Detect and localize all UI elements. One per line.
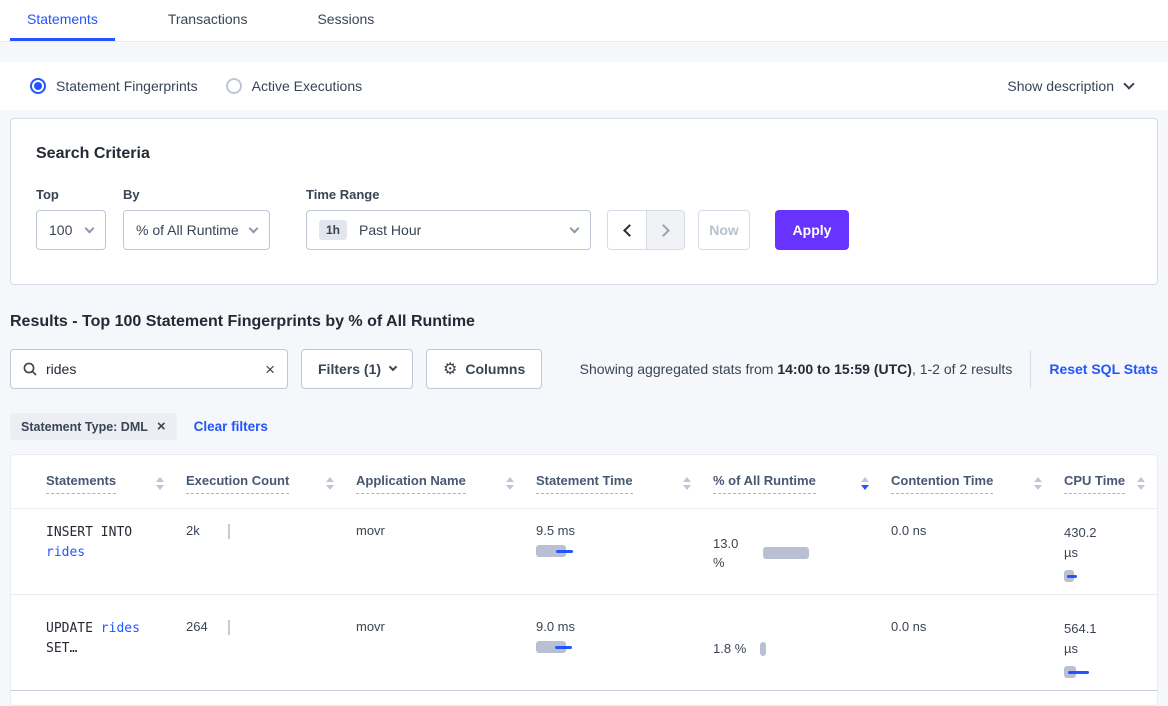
application-name-cell: movr	[356, 619, 385, 634]
show-description-toggle[interactable]: Show description	[1007, 78, 1135, 94]
apply-button[interactable]: Apply	[775, 210, 849, 250]
cpu-bar	[1064, 570, 1135, 582]
statement-cell: UPDATE rides SET…	[46, 621, 140, 656]
latency-bar	[536, 545, 691, 557]
pct-runtime-cell: 13.0 %	[713, 509, 891, 594]
sql-activity-page: Statements Transactions Sessions Stateme…	[0, 0, 1168, 684]
table-header-row: Statements Execution Count Application N…	[11, 455, 1157, 509]
column-header-application-name[interactable]: Application Name	[356, 455, 536, 508]
time-window-arrows	[607, 210, 685, 250]
filters-button-label: Filters (1)	[318, 361, 382, 377]
statement-cell: INSERT INTO rides	[46, 525, 133, 560]
chevron-right-icon	[657, 223, 670, 237]
statement-link[interactable]: rides	[100, 621, 140, 636]
columns-button-label: Columns	[465, 361, 526, 377]
tab-statements[interactable]: Statements	[10, 0, 115, 41]
search-icon	[23, 362, 37, 376]
search-criteria-card: Search Criteria Top 100 By % of All Runt…	[10, 118, 1158, 285]
chevron-down-icon	[84, 223, 95, 233]
search-criteria-title: Search Criteria	[36, 145, 150, 162]
tab-sessions[interactable]: Sessions	[317, 11, 375, 27]
column-header-contention-time[interactable]: Contention Time	[891, 455, 1064, 508]
radio-unselected-icon	[225, 78, 242, 94]
by-label: By	[123, 187, 140, 202]
sort-icon	[506, 477, 514, 490]
sort-icon	[683, 477, 691, 490]
execution-count-cell: 264	[186, 595, 356, 690]
radio-active-executions[interactable]: Active Executions	[225, 78, 363, 94]
clear-search-icon[interactable]: ×	[265, 359, 275, 379]
statement-time-cell: 9.5 ms	[536, 509, 713, 594]
filter-pill-label: Statement Type: DML	[21, 419, 148, 434]
top-select-value: 100	[49, 222, 73, 238]
remove-filter-icon[interactable]: ×	[156, 418, 166, 435]
cpu-time-cell: 430.2 µs	[1064, 509, 1157, 594]
view-toggle-bar: Statement Fingerprints Active Executions…	[0, 62, 1168, 110]
runtime-bar	[763, 546, 809, 559]
statements-table: Statements Execution Count Application N…	[10, 454, 1158, 706]
count-bar	[227, 524, 230, 539]
aggregated-stats-text: Showing aggregated stats from 14:00 to 1…	[579, 361, 1013, 377]
tab-transactions[interactable]: Transactions	[167, 11, 248, 27]
runtime-bar	[760, 641, 767, 656]
table-row[interactable]: INSERT INTO rides 2k movr 9.5 ms 13.0 % …	[11, 509, 1157, 595]
previous-time-window-button[interactable]	[608, 211, 646, 249]
statement-search-box: ×	[10, 349, 288, 389]
latency-bar	[536, 641, 691, 653]
column-header-cpu-time[interactable]: CPU Time	[1064, 455, 1157, 508]
clear-filters-link[interactable]: Clear filters	[193, 419, 268, 434]
radio-label: Active Executions	[251, 78, 363, 94]
columns-button[interactable]: ⚙ Columns	[426, 349, 543, 389]
now-button[interactable]: Now	[698, 210, 750, 250]
gear-icon: ⚙	[443, 361, 458, 378]
time-range-badge: 1h	[319, 220, 348, 240]
column-header-statement-time[interactable]: Statement Time	[536, 455, 713, 508]
column-header-statements[interactable]: Statements	[46, 455, 186, 508]
column-header-pct-runtime[interactable]: % of All Runtime	[713, 455, 891, 508]
reset-sql-stats-link[interactable]: Reset SQL Stats	[1049, 361, 1158, 377]
radio-statement-fingerprints[interactable]: Statement Fingerprints	[30, 78, 198, 94]
by-select[interactable]: % of All Runtime	[123, 210, 270, 250]
divider	[1030, 350, 1032, 388]
top-select[interactable]: 100	[36, 210, 106, 250]
statement-link[interactable]: rides	[46, 545, 86, 560]
chevron-down-icon	[569, 223, 580, 233]
execution-count-cell: 2k	[186, 509, 356, 594]
filters-button[interactable]: Filters (1)	[301, 349, 414, 389]
tab-bar: Statements Transactions Sessions	[0, 0, 1168, 42]
time-range-select[interactable]: 1h Past Hour	[306, 210, 591, 250]
chevron-left-icon	[622, 223, 636, 237]
count-bar	[227, 620, 230, 635]
cpu-bar	[1064, 666, 1135, 678]
contention-time-cell: 0.0 ns	[891, 619, 927, 634]
filter-pills-row: Statement Type: DML × Clear filters	[10, 413, 1158, 440]
pct-runtime-cell: 1.8 %	[713, 595, 891, 690]
statement-time-cell: 9.0 ms	[536, 595, 713, 690]
time-range-value: Past Hour	[359, 222, 422, 238]
sort-icon-active-desc	[861, 477, 869, 490]
search-input[interactable]	[46, 361, 266, 377]
chevron-down-icon	[388, 362, 398, 372]
sort-icon	[1137, 477, 1145, 490]
cpu-time-cell: 564.1 µs	[1064, 595, 1157, 690]
sort-icon	[156, 477, 164, 490]
filter-pill-statement-type[interactable]: Statement Type: DML ×	[10, 413, 177, 440]
next-time-window-button[interactable]	[646, 211, 684, 249]
results-controls-row: × Filters (1) ⚙ Columns Showing aggregat…	[10, 349, 1158, 389]
by-select-value: % of All Runtime	[136, 222, 239, 238]
table-row[interactable]: UPDATE rides SET… 264 movr 9.0 ms 1.8 % …	[11, 595, 1157, 691]
application-name-cell: movr	[356, 523, 385, 538]
contention-time-cell: 0.0 ns	[891, 523, 927, 538]
sort-icon	[1034, 477, 1042, 490]
radio-label: Statement Fingerprints	[56, 78, 198, 94]
time-range-label: Time Range	[306, 187, 380, 202]
top-label: Top	[36, 187, 59, 202]
chevron-down-icon	[1123, 78, 1135, 90]
show-description-label: Show description	[1007, 78, 1114, 94]
column-header-execution-count[interactable]: Execution Count	[186, 455, 356, 508]
results-heading: Results - Top 100 Statement Fingerprints…	[10, 313, 475, 330]
radio-selected-icon	[30, 78, 46, 94]
chevron-down-icon	[248, 223, 259, 233]
sort-icon	[326, 477, 334, 490]
